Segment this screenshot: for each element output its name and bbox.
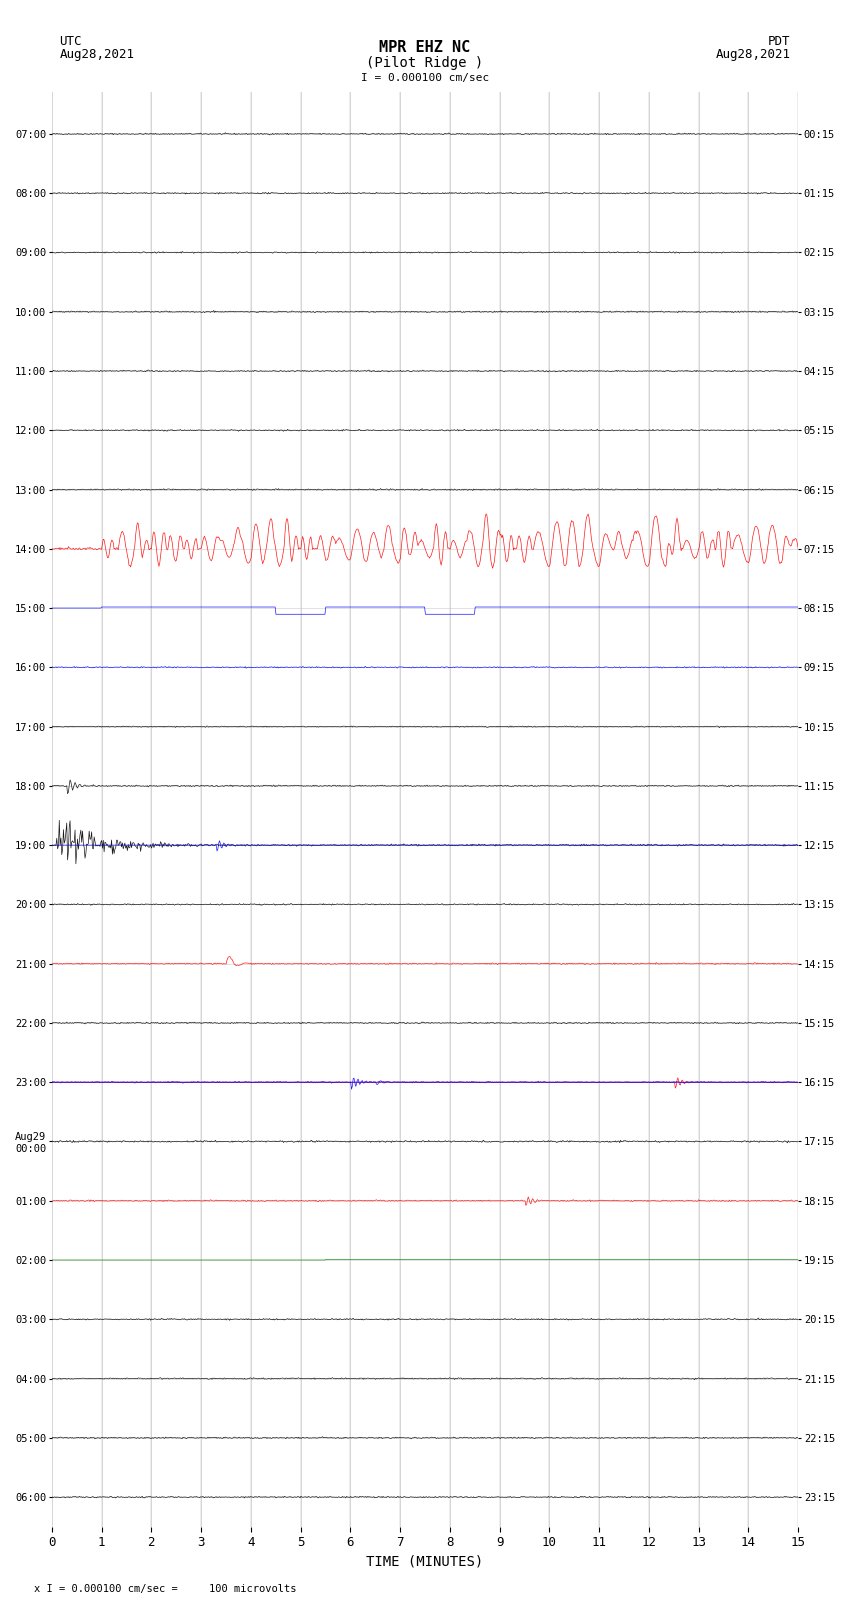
Text: Aug28,2021: Aug28,2021 <box>716 48 790 61</box>
Text: (Pilot Ridge ): (Pilot Ridge ) <box>366 56 484 71</box>
Text: PDT: PDT <box>768 35 790 48</box>
Text: UTC: UTC <box>60 35 82 48</box>
Text: MPR EHZ NC: MPR EHZ NC <box>379 40 471 55</box>
Text: I = 0.000100 cm/sec: I = 0.000100 cm/sec <box>361 73 489 82</box>
Text: x I = 0.000100 cm/sec =     100 microvolts: x I = 0.000100 cm/sec = 100 microvolts <box>34 1584 297 1594</box>
X-axis label: TIME (MINUTES): TIME (MINUTES) <box>366 1555 484 1569</box>
Text: Aug28,2021: Aug28,2021 <box>60 48 134 61</box>
